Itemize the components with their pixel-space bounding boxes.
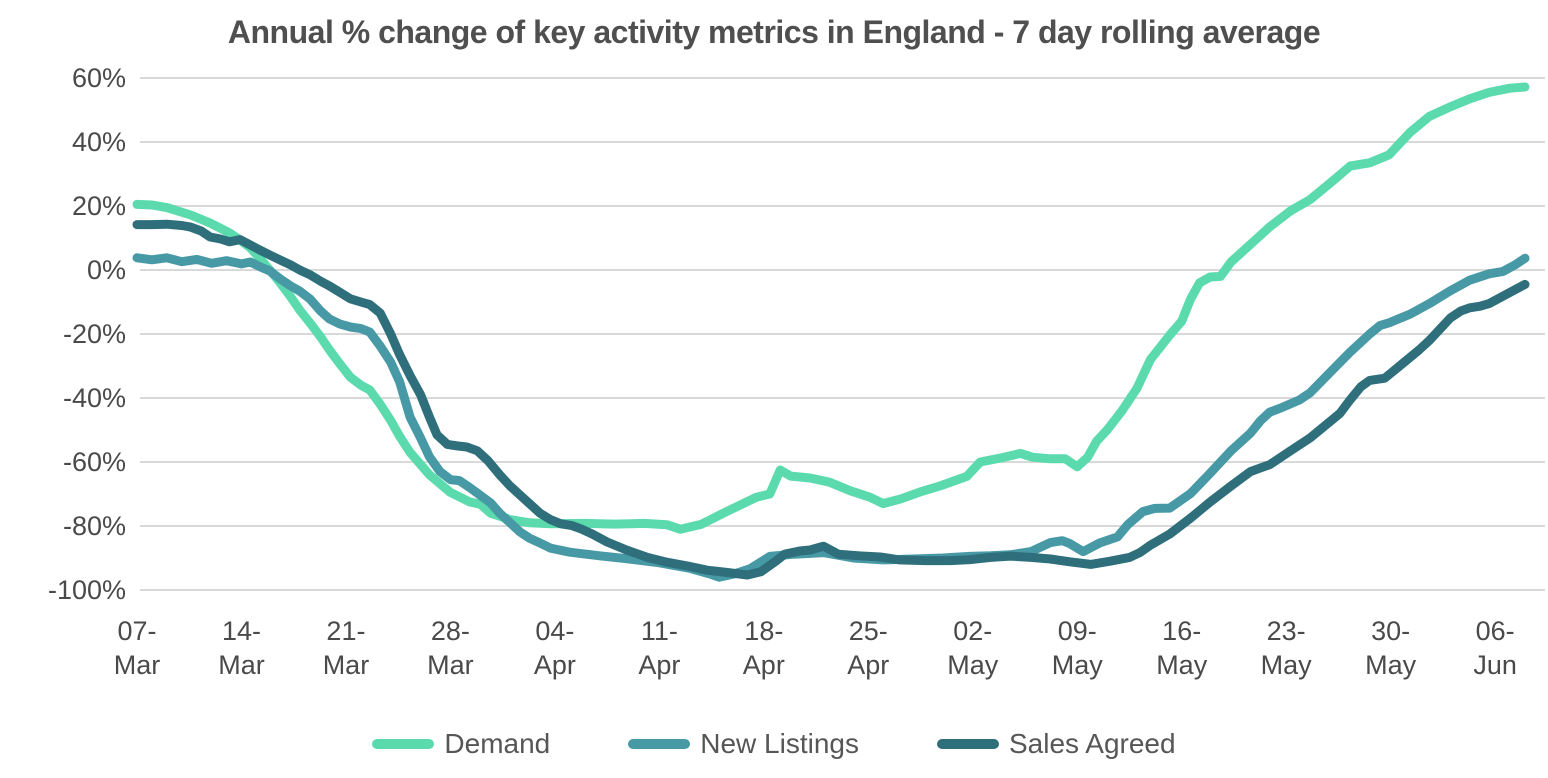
legend-item-new-listings: New Listings [628,728,859,760]
chart-title: Annual % change of key activity metrics … [227,14,1321,50]
x-axis-tick-label: Apr [847,650,889,680]
sales-agreed-line-swatch-icon [937,739,999,749]
x-axis-tick-label: 09- [1058,616,1097,646]
x-axis-tick-label: Apr [534,650,576,680]
x-axis-tick-label: May [1261,650,1313,680]
y-axis-tick-label: -100% [48,575,126,605]
x-axis-tick-label: Mar [323,650,370,680]
x-axis-tick-label: 23- [1267,616,1306,646]
x-axis-tick-label: Mar [427,650,474,680]
demand-line-swatch-icon [372,739,435,749]
x-axis-tick-label: 28- [431,616,470,646]
series-line-sales-agreed [132,219,1530,580]
legend-label-demand: Demand [444,728,551,759]
y-axis-tick-label: 20% [72,191,126,221]
y-axis-tick-label: -40% [63,383,126,413]
y-axis-tick-label: 40% [72,127,126,157]
x-axis-tick-label: 21- [326,616,365,646]
y-axis-tick-label: 60% [72,63,126,93]
x-axis-tick-label: May [1156,650,1208,680]
series-line-new-listings [132,253,1530,582]
y-axis-tick-label: -80% [63,511,126,541]
x-axis-tick-label: Mar [114,650,161,680]
x-axis-tick-label: May [1052,650,1104,680]
legend-label-sales-agreed: Sales Agreed [1009,728,1176,759]
y-axis-tick-label: -60% [63,447,126,477]
legend-item-sales-agreed: Sales Agreed [937,728,1176,760]
x-axis-tick-label: 04- [535,616,574,646]
x-axis-tick-label: Mar [218,650,265,680]
chart-legend: Demand New Listings Sales Agreed [0,728,1548,760]
x-axis-tick-label: May [1365,650,1417,680]
legend-label-new-listings: New Listings [700,728,859,759]
y-axis-tick-label: -20% [63,319,126,349]
x-axis-tick-label: 14- [222,616,261,646]
x-axis-tick-label: 30- [1371,616,1410,646]
x-axis-tick-label: Apr [638,650,680,680]
x-axis-tick-label: 16- [1162,616,1201,646]
x-axis-tick-label: Jun [1473,650,1517,680]
x-axis-tick-label: Apr [743,650,785,680]
series-line-demand [132,82,1530,534]
x-axis-tick-label: May [947,650,999,680]
new-listings-line-swatch-icon [628,739,691,749]
x-axis-tick-label: 06- [1476,616,1515,646]
x-axis-tick-label: 11- [641,616,678,646]
x-axis-tick-label: 02- [953,616,992,646]
y-axis-tick-label: 0% [87,255,126,285]
x-axis-tick-label: 07- [117,616,156,646]
legend-item-demand: Demand [372,728,550,760]
x-axis-tick-label: 18- [744,616,783,646]
x-axis-tick-label: 25- [849,616,888,646]
